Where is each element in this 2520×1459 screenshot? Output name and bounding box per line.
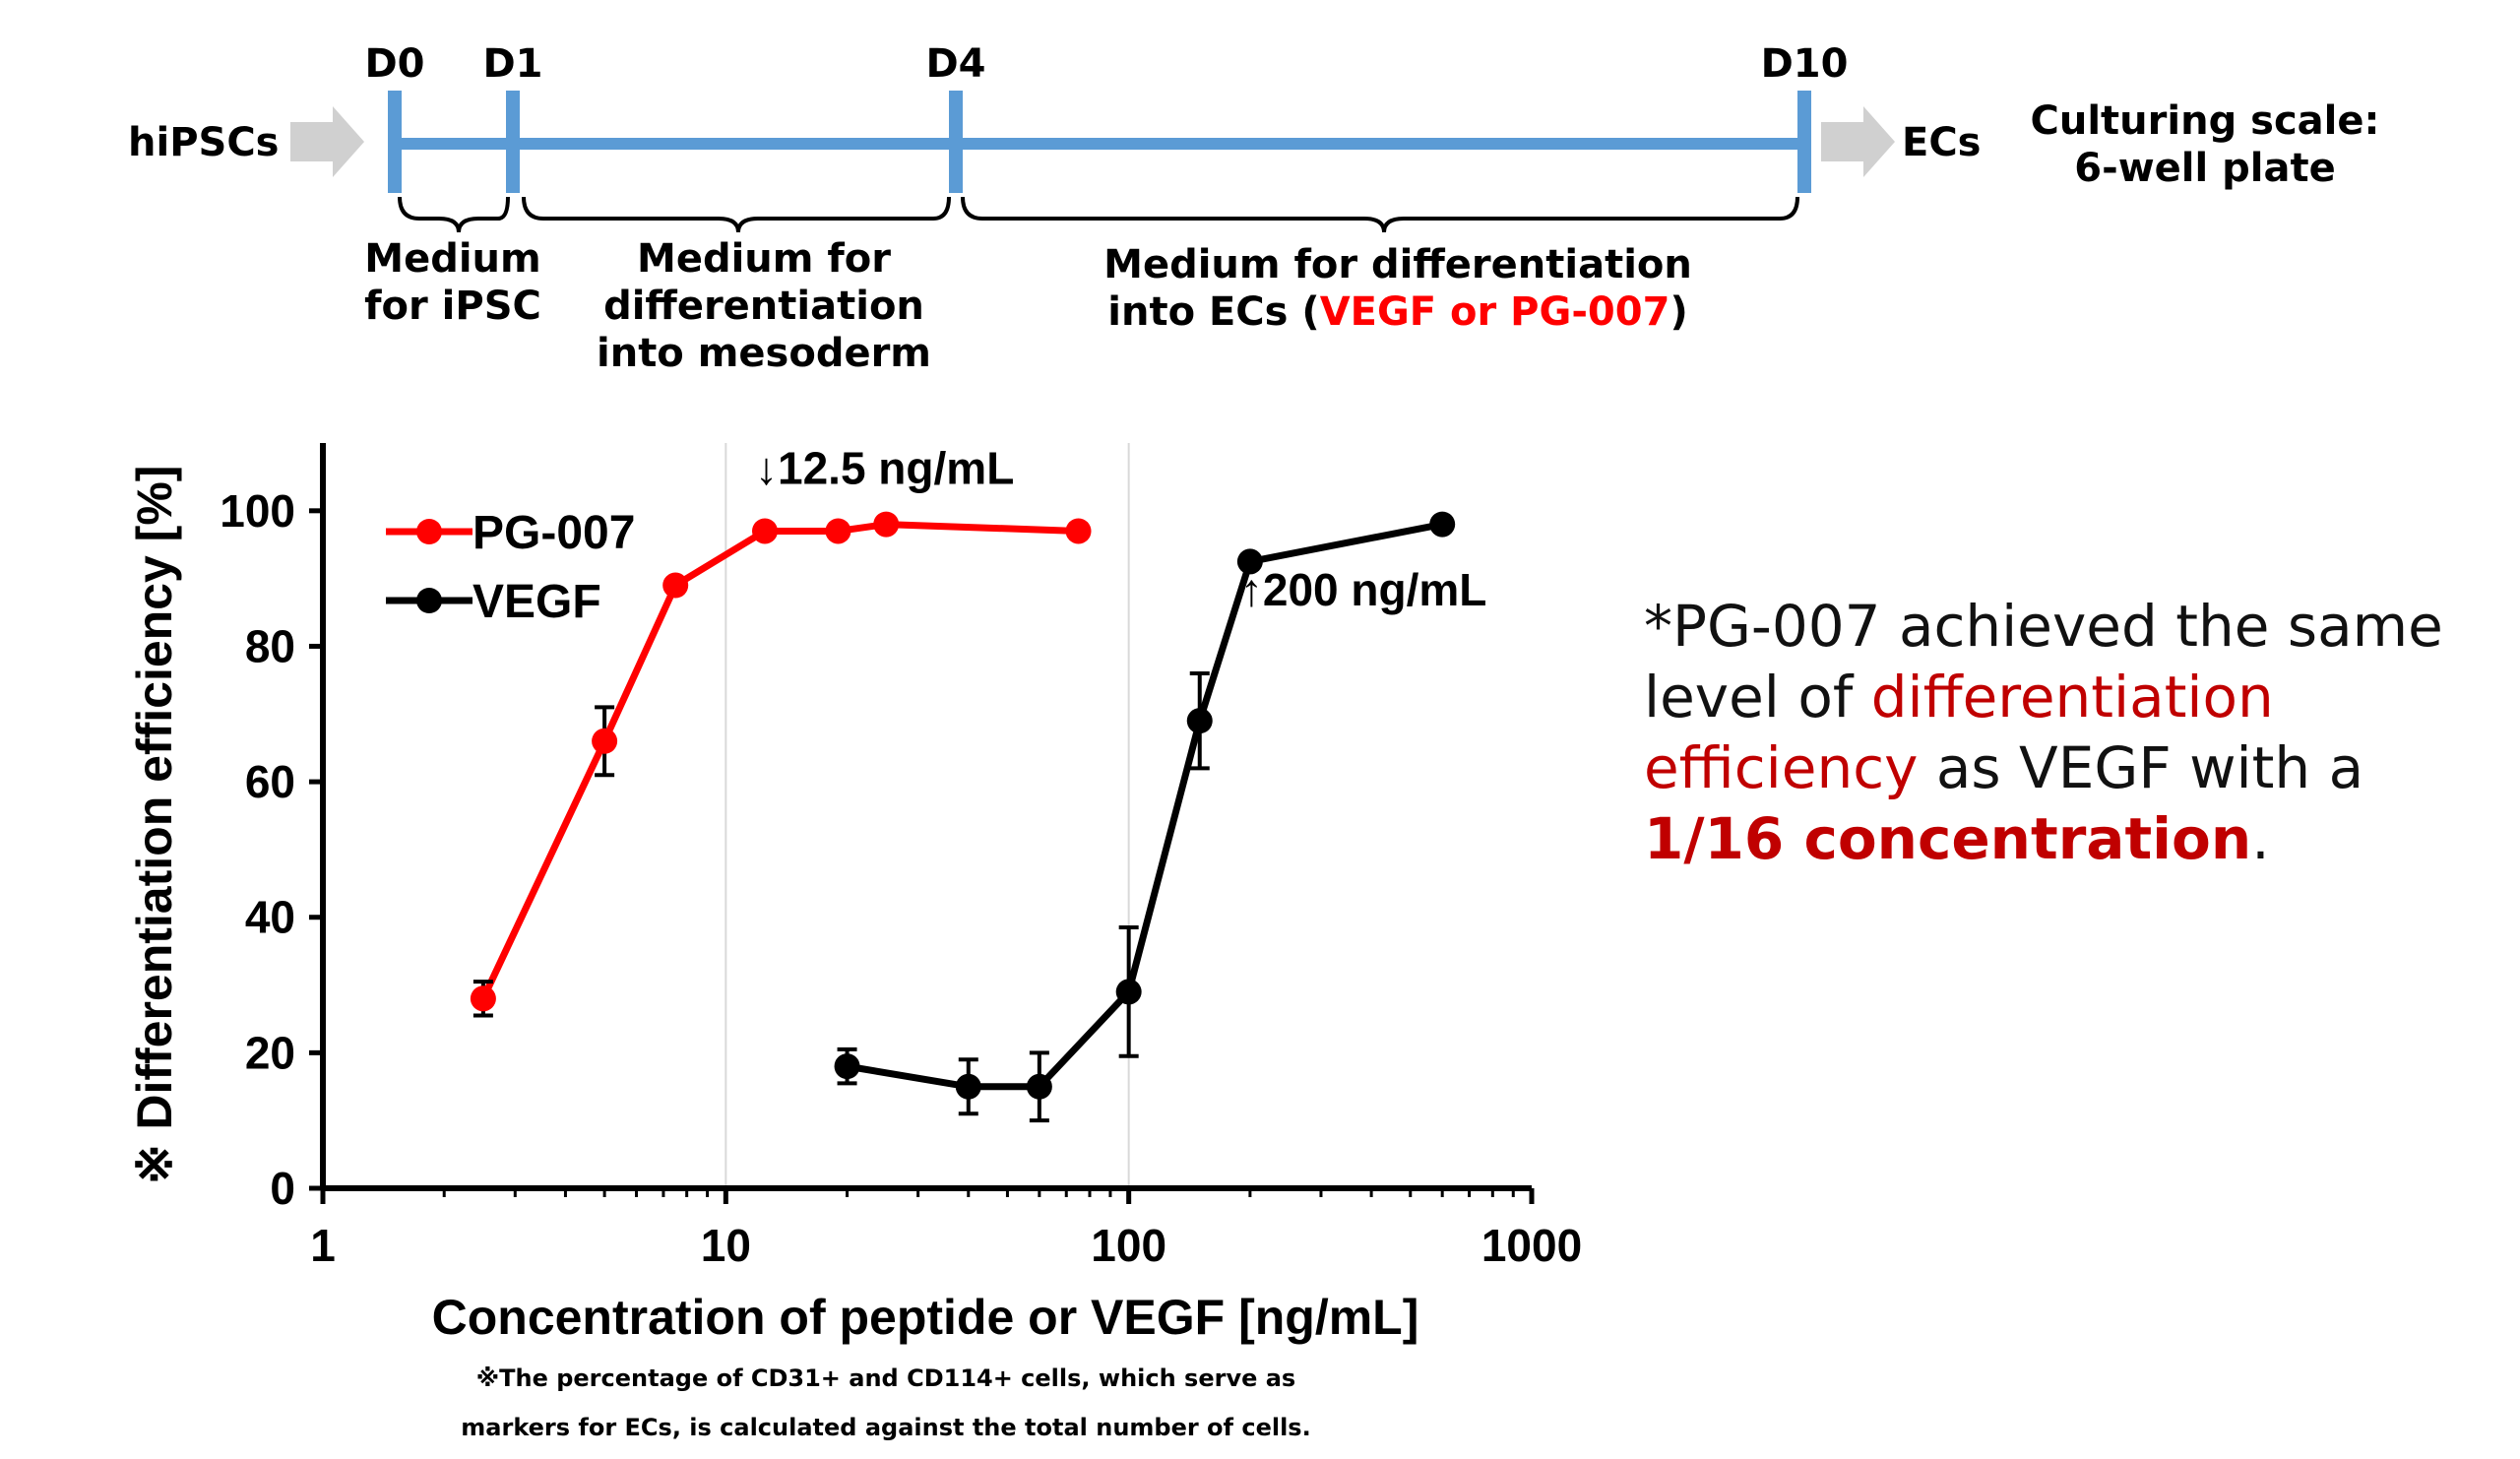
phase2-label-line2: differentiation	[603, 284, 924, 329]
legend-label-vegf: VEGF	[472, 576, 601, 628]
legend: PG-007 VEGF	[386, 507, 635, 628]
data-point-vegf	[1429, 511, 1456, 538]
data-point-vegf	[1115, 979, 1142, 1005]
note-star: *	[1644, 593, 1672, 660]
legend-label-pg007: PG-007	[472, 507, 635, 559]
series-layer	[470, 511, 1456, 1123]
data-point-vegf	[1026, 1073, 1052, 1100]
threshold-annotation: ↓12.5 ng/mL	[755, 442, 1014, 493]
phase1-label-line2: for iPSC	[364, 284, 541, 329]
data-point-pg-007	[1065, 518, 1092, 544]
x-tick-label: 1000	[1481, 1220, 1582, 1271]
day-label-d10: D10	[1761, 41, 1849, 87]
phase1-brace	[398, 196, 510, 233]
phase2-brace	[522, 196, 951, 233]
scale-label-line1: Culturing scale:	[2031, 98, 2380, 144]
phase3-label-line2: into ECs (VEGF or PG-007)	[1107, 289, 1687, 335]
data-point-pg-007	[825, 518, 851, 544]
day-marker-d0	[388, 91, 402, 193]
day-label-d4: D4	[925, 41, 985, 87]
end-arrow-icon	[1821, 106, 1895, 177]
day-marker-d10	[1797, 91, 1811, 193]
data-point-pg-007	[752, 518, 779, 544]
day-marker-d4	[949, 91, 963, 193]
y-axis-title: ※ Differentiation efficiency [%]	[127, 466, 182, 1185]
footnote: ※The percentage of CD31+ and CD114+ cell…	[394, 1354, 1378, 1452]
day-label-d1: D1	[482, 41, 542, 87]
y-tick-label: 100	[220, 485, 295, 537]
legend-marker-pg007	[416, 519, 442, 544]
note-period: .	[2251, 805, 2270, 872]
data-point-vegf	[1236, 548, 1263, 575]
phase1-label-line1: Medium	[364, 236, 540, 282]
threshold-annotation: ↑200 ng/mL	[1240, 564, 1487, 615]
note-part1: PG-007 achieved the same level of	[1644, 593, 2443, 730]
x-tick-label: 10	[701, 1220, 751, 1271]
phase3-line2-pre: into ECs (	[1107, 289, 1319, 335]
y-tick-label: 20	[245, 1027, 295, 1078]
timeline-diagram: D0 D1 D4 D10 hiPSCs ECs Culturing scale:…	[128, 41, 2380, 376]
note-part3: as VEGF with a	[1918, 734, 2364, 801]
phase2-label-line1: Medium for	[637, 236, 891, 282]
footnote-line1: ※The percentage of CD31+ and CD114+ cell…	[475, 1364, 1296, 1392]
note-red-phrase: differentiation efficiency	[1644, 664, 2274, 801]
end-label: ECs	[1902, 120, 1982, 165]
axes-layer: 0 20 40 60 80 100 1 10 100 1000	[220, 443, 1582, 1271]
legend-marker-vegf	[416, 588, 442, 613]
data-point-vegf	[955, 1073, 981, 1100]
x-tick-label: 1	[310, 1220, 336, 1271]
data-point-vegf	[1186, 708, 1213, 734]
y-tick-label: 0	[270, 1163, 295, 1214]
day-marker-d1	[506, 91, 520, 193]
y-tick-label: 80	[245, 620, 295, 671]
phase3-brace	[961, 196, 1799, 233]
start-label: hiPSCs	[128, 120, 279, 165]
phase3-line2-post: )	[1670, 289, 1687, 335]
phase2-label-line3: into mesoderm	[597, 331, 931, 376]
note-concentration: 1/16 concentration	[1644, 805, 2252, 872]
phase3-line2-red: VEGF or PG-007	[1320, 289, 1670, 335]
conclusion-note: *PG-007 achieved the same level of diffe…	[1644, 591, 2510, 874]
timeline-bar	[394, 138, 1811, 150]
annotation-layer: ↓12.5 ng/mL ↑200 ng/mL	[755, 442, 1486, 615]
y-tick-label: 60	[245, 756, 295, 807]
data-point-vegf	[834, 1053, 860, 1080]
y-tick-label: 40	[245, 892, 295, 943]
data-point-pg-007	[592, 728, 618, 754]
grid-layer	[724, 443, 1130, 1188]
scale-label-line2: 6-well plate	[2074, 146, 2335, 191]
day-label-d0: D0	[364, 41, 424, 87]
footnote-line2: markers for ECs, is calculated against t…	[461, 1414, 1311, 1441]
x-axis-title: Concentration of peptide or VEGF [ng/mL]	[432, 1290, 1419, 1345]
phase3-label-line1: Medium for differentiation	[1103, 242, 1692, 287]
data-point-pg-007	[470, 985, 496, 1012]
data-point-pg-007	[662, 572, 689, 599]
data-point-pg-007	[873, 511, 900, 538]
start-arrow-icon	[290, 106, 364, 177]
x-tick-label: 100	[1091, 1220, 1166, 1271]
